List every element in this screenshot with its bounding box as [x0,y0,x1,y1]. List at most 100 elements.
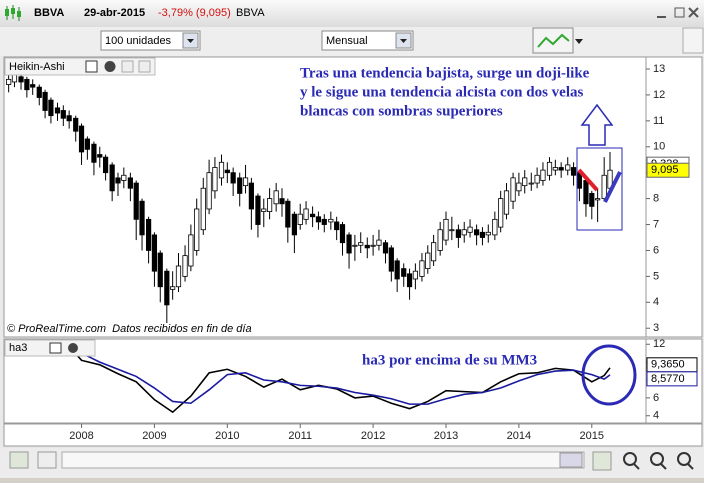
candle-body [558,167,564,171]
copyright: © ProRealTime.com Datos recibidos en fin… [7,323,252,335]
candle-body [157,252,163,288]
copyright-text: © ProRealTime.com [7,323,106,335]
candle-body [170,286,176,290]
candle-body [109,164,115,192]
panel-title: Heikin-Ashi [9,61,65,73]
panel-tools[interactable] [85,60,151,73]
candle-body [42,91,48,111]
side-button[interactable] [682,27,704,54]
candle-body [485,231,491,236]
candle-body [364,244,370,249]
window-buttons[interactable] [657,7,699,18]
y-tick-label: 13 [653,63,665,75]
annotation-line: Tras una tendencia bajista, surge un doj… [300,65,590,81]
y-tick-label: 12 [653,338,665,350]
period: Mensual [326,35,368,47]
candle-body [175,265,182,288]
scrollbar[interactable] [61,451,585,469]
candle-body [97,154,103,158]
x-tick-label: 2011 [288,430,312,442]
candle-body [601,174,607,200]
candle-body [321,218,327,225]
candle-body [388,247,394,272]
quantity-dropdown[interactable]: 100 unidades [100,30,201,51]
candle-body [279,198,285,205]
date: 29-abr-2015 [84,7,145,19]
candle-body [595,198,601,201]
candle-body [449,229,455,232]
y-tick-label: 10 [653,141,665,153]
candle-body [248,182,254,210]
candle-body [479,231,486,238]
annotation-line: blancas con sombras superiores [300,103,503,119]
candle-body [394,260,400,280]
nav-tools[interactable] [9,451,57,469]
candle-body [84,138,90,150]
date-axis [3,423,703,447]
candle-body [18,76,24,83]
value-label: 8,5770 [651,373,685,385]
x-tick-label: 2015 [580,430,604,442]
candle-body [528,182,534,185]
candle-body [376,239,382,246]
candle-body [182,255,188,277]
candle-body [498,198,504,228]
candle-body [406,273,413,288]
annotation-line: y le sigue una tendencia alcista con dos… [300,84,584,100]
indicator-line [62,343,611,405]
candle-body [60,110,66,119]
y-tick-label: 11 [653,115,664,127]
candle-body [437,229,443,251]
chart-icon [5,5,21,21]
x-tick-label: 2009 [142,430,166,442]
candle-body [522,177,528,187]
x-tick-label: 2012 [361,430,385,442]
candle-body [121,174,127,181]
highlight-circle [581,344,637,406]
candle-body [425,252,431,270]
candle-body [188,234,194,267]
candle-body [230,172,236,184]
period-dropdown[interactable]: Mensual [321,30,414,51]
y-tick-label: 4 [653,410,659,422]
candle-body [48,99,54,117]
candle-body [431,242,437,262]
candle-body [467,226,473,233]
symbol: BBVA [34,7,64,19]
x-tick-label: 2014 [507,430,531,442]
name: BBVA [236,7,265,19]
indicator-tools[interactable] [49,342,78,354]
candle-body [285,200,291,228]
candle-body [255,195,261,225]
candle-body [66,115,72,122]
candle-body [224,169,230,174]
candle-body [139,200,145,236]
candle-body [419,260,425,277]
plot-layer: 3456789101112139,3289,095468101220082009… [6,63,698,442]
x-tick-label: 2008 [69,430,93,442]
indicator-title: ha3 [9,342,27,354]
y-tick-label: 4 [653,296,659,308]
title-bar [0,0,704,27]
change: -3,79% (9,095) [158,7,231,19]
candle-body [133,182,139,220]
candle-body [102,156,109,174]
x-tick-label: 2010 [215,430,239,442]
chart-type-button[interactable] [532,27,583,54]
value-label-box [646,371,698,387]
candle-body [540,169,546,181]
candle-body [334,221,340,231]
candle-body [78,125,85,153]
candle-body [339,224,346,244]
scroll-thumb[interactable] [559,452,583,468]
y-tick-label: 3 [653,322,659,334]
y-tick-label: 6 [653,244,659,256]
y-tick-label: 8 [653,193,659,205]
candle-body [510,177,516,202]
data-note: Datos recibidos en fin de día [112,323,251,335]
zoom-tools[interactable] [592,451,694,471]
candle-body [212,167,218,192]
candle-body [492,218,498,236]
candle-body [412,270,418,280]
